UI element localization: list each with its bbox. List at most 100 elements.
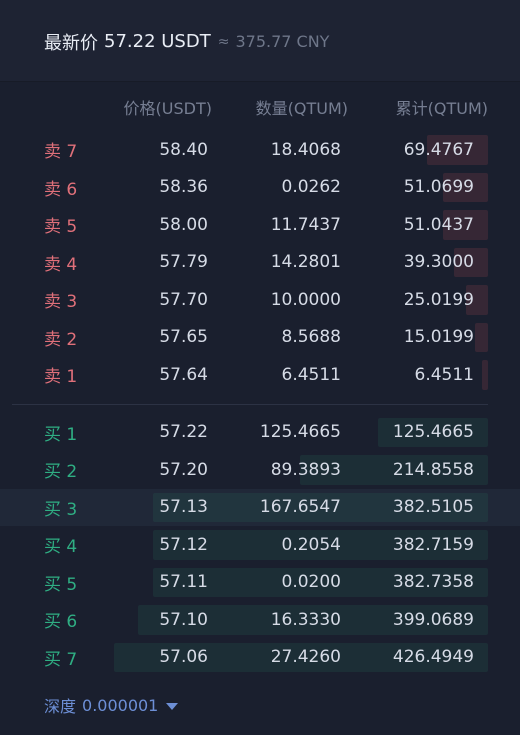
approx-sign: ≈ [217,33,230,50]
bid-row[interactable]: 买 7 57.06 27.4260 426.4949 [0,639,520,677]
ask-depth-bar [443,172,488,202]
depth-value[interactable]: 0.000001 [82,695,159,715]
ask-price: 57.70 [159,289,208,310]
bid-row[interactable]: 买 4 57.12 0.2054 382.7159 [0,526,520,564]
ask-rows: 卖 7 58.40 18.4068 69.4767 卖 6 58.36 0.0262 51.0… [0,130,520,394]
ask-price: 58.00 [159,214,208,235]
bid-price: 57.12 [159,534,208,555]
ask-level-label: 卖 1 [44,367,78,388]
ask-price: 58.40 [159,139,208,160]
bid-quantity: 27.4260 [270,647,341,668]
bid-quantity: 0.0200 [281,572,341,593]
bid-level-label: 买 1 [44,424,78,445]
ask-row[interactable]: 卖 2 57.65 8.5688 15.0199 [0,319,520,357]
bid-depth-bar [152,530,488,560]
price-column-header: 价格(USDT) [123,99,212,118]
bid-total: 426.4949 [392,647,474,668]
price-header: 最新价 57.22 USDT ≈ 375.77 CNY [0,0,520,82]
ask-level-label: 卖 5 [44,217,78,238]
ask-total: 39.3000 [403,252,474,273]
bid-level-label: 买 2 [44,462,78,483]
bid-rows: 买 1 57.22 125.4665 125.4665 买 2 57.20 89.3893 2… [0,414,520,677]
total-column-header: 累计(QTUM) [395,99,488,118]
caret-down-icon[interactable] [166,702,179,710]
ask-depth-bar [443,210,488,240]
ask-depth-bar [465,285,488,315]
bid-total: 214.8558 [392,459,474,480]
bid-level-label: 买 7 [44,649,78,670]
ask-quantity: 14.2801 [270,252,341,273]
bid-depth-bar [114,642,488,672]
ask-price: 57.64 [159,364,208,385]
bid-price: 57.20 [159,459,208,480]
bid-level-label: 买 3 [44,499,78,520]
ask-quantity: 0.0262 [281,177,341,198]
bid-row[interactable]: 买 3 57.13 167.6547 382.5105 [0,488,520,526]
bid-total: 382.7358 [392,572,474,593]
bid-quantity: 89.3893 [270,459,341,480]
ask-quantity: 8.5688 [281,327,341,348]
ask-price: 57.65 [159,327,208,348]
ask-level-label: 卖 4 [44,254,78,275]
ask-row[interactable]: 卖 4 57.79 14.2801 39.3000 [0,244,520,282]
bid-depth-bar [152,492,488,522]
bid-row[interactable]: 买 1 57.22 125.4665 125.4665 [0,414,520,452]
ask-quantity: 6.4511 [281,364,341,385]
ask-price: 57.79 [159,252,208,273]
ask-quantity: 18.4068 [270,139,341,160]
ask-price: 58.36 [159,177,208,198]
ask-row[interactable]: 卖 3 57.70 10.0000 25.0199 [0,281,520,319]
ask-quantity: 10.0000 [270,289,341,310]
latest-price-label: 最新价 [44,32,98,54]
bid-price: 57.11 [159,572,208,593]
bid-depth-bar [152,567,488,597]
ask-total: 69.4767 [403,139,474,160]
bid-quantity: 16.3330 [270,609,341,630]
bid-total: 125.4665 [392,422,474,443]
ask-total: 25.0199 [403,289,474,310]
depth-selector[interactable]: 深度 0.000001 [0,687,520,723]
bid-total: 399.0689 [392,609,474,630]
depth-label: 深度 [44,697,77,716]
ask-level-label: 卖 6 [44,179,78,200]
bid-price: 57.13 [159,497,208,518]
ask-total: 51.0437 [403,214,474,235]
ask-quantity: 11.7437 [270,214,341,235]
ask-depth-bar [427,135,488,165]
bid-total: 382.7159 [392,534,474,555]
ask-row[interactable]: 卖 7 58.40 18.4068 69.4767 [0,131,520,169]
quantity-column-header: 数量(QTUM) [255,99,348,118]
latest-price-value: 57.22 USDT [104,31,211,52]
bid-level-label: 买 6 [44,612,78,633]
bid-level-label: 买 5 [44,574,78,595]
ask-row[interactable]: 卖 1 57.64 6.4511 6.4511 [0,356,520,394]
ask-level-label: 卖 3 [44,292,78,313]
bid-price: 57.06 [159,647,208,668]
cny-price-value: 375.77 CNY [235,32,330,51]
bid-total: 382.5105 [392,497,474,518]
order-book-column-headers: 价格(USDT) 数量(QTUM) 累计(QTUM) [0,84,520,130]
ask-total: 51.0699 [403,177,474,198]
ask-depth-bar [474,322,488,352]
bid-row[interactable]: 买 5 57.11 0.0200 382.7358 [0,564,520,602]
bid-depth-bar [378,417,488,447]
bid-price: 57.22 [159,422,208,443]
bid-quantity: 125.4665 [259,422,341,443]
bid-row[interactable]: 买 6 57.10 16.3330 399.0689 [0,601,520,639]
bid-price: 57.10 [159,609,208,630]
ask-total: 6.4511 [414,364,474,385]
bid-depth-bar [299,455,488,485]
ask-level-label: 卖 7 [44,142,78,163]
bid-row[interactable]: 买 2 57.20 89.3893 214.8558 [0,451,520,489]
ask-level-label: 卖 2 [44,329,78,350]
bid-depth-bar [137,605,488,635]
bid-quantity: 167.6547 [259,497,341,518]
ask-depth-bar [453,247,488,277]
ask-row[interactable]: 卖 6 58.36 0.0262 51.0699 [0,169,520,207]
bid-quantity: 0.2054 [281,534,341,555]
ask-depth-bar [482,360,488,390]
ask-total: 15.0199 [403,327,474,348]
ask-row[interactable]: 卖 5 58.00 11.7437 51.0437 [0,206,520,244]
order-book: 价格(USDT) 数量(QTUM) 累计(QTUM) 卖 7 58.40 18.40… [0,84,520,676]
bid-level-label: 买 4 [44,537,78,558]
